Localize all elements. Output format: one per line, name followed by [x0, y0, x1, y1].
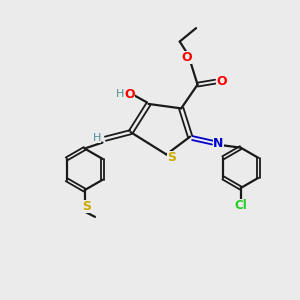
Text: O: O — [181, 51, 192, 64]
Text: N: N — [213, 137, 224, 150]
Text: O: O — [216, 74, 226, 88]
Text: O: O — [124, 88, 135, 101]
Text: Cl: Cl — [234, 199, 247, 212]
Text: H: H — [93, 133, 101, 142]
Text: S: S — [82, 200, 91, 213]
Text: S: S — [167, 151, 176, 164]
Text: H: H — [116, 89, 124, 99]
